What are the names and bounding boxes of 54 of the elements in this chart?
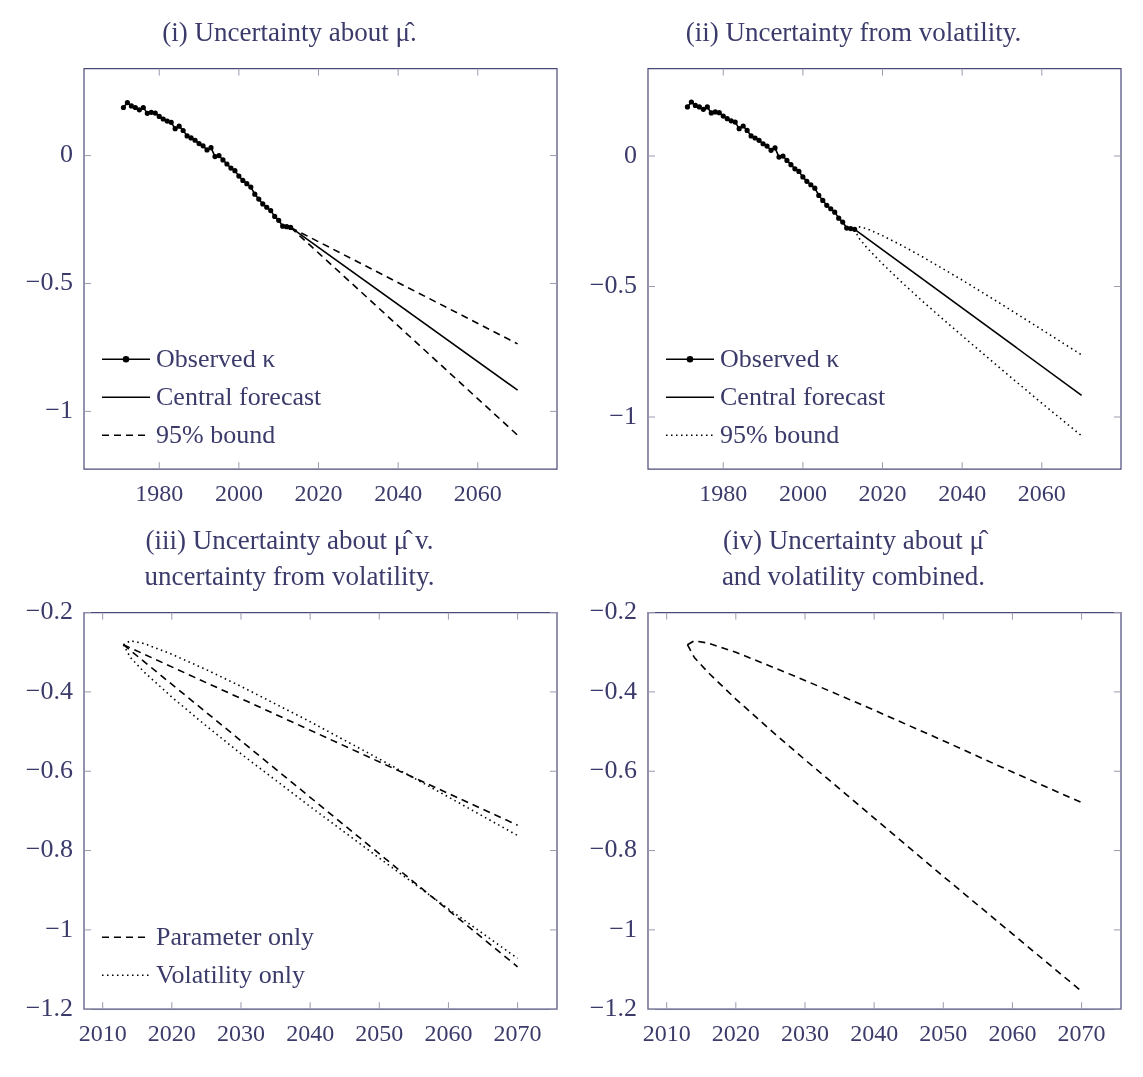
x-tick-label: 2040 xyxy=(850,1019,899,1046)
chart-title: (iv) Uncertainty about μ̂ and volatility combined. xyxy=(720,524,990,593)
x-tick-label: 2060 xyxy=(453,479,502,506)
legend-label: Observed κ xyxy=(156,344,276,374)
y-tick-label: −0.8 xyxy=(25,834,73,864)
y-tick-label: −1 xyxy=(609,400,637,430)
legend-label: Central forecast xyxy=(156,382,323,412)
x-tick-label: 2000 xyxy=(778,479,827,506)
x-tick-label: 2060 xyxy=(424,1019,473,1046)
legend-label: Parameter only xyxy=(156,922,315,952)
y-tick-label: 0 xyxy=(60,139,73,169)
y-tick-label: −0.6 xyxy=(589,755,637,785)
y-tick-label: −0.4 xyxy=(25,675,73,705)
y-tick-label: −0.2 xyxy=(589,596,637,626)
x-tick-label: 2010 xyxy=(78,1019,127,1046)
x-tick-label: 2060 xyxy=(1017,479,1066,506)
x-tick-label: 2050 xyxy=(355,1019,404,1046)
legend-label: Volatility only xyxy=(156,960,306,990)
x-tick-label: 1980 xyxy=(135,479,184,506)
x-tick-label: 2010 xyxy=(642,1019,691,1046)
y-tick-label: −1.2 xyxy=(25,993,73,1023)
chart-title: (i) Uncertainty about μ̂. xyxy=(162,16,417,49)
x-tick-label: 1980 xyxy=(699,479,748,506)
x-tick-label: 2030 xyxy=(780,1019,829,1046)
x-tick-label: 2020 xyxy=(147,1019,196,1046)
chart-title: (ii) Uncertainty from volatility. xyxy=(685,16,1022,49)
y-tick-label: −0.2 xyxy=(25,596,73,626)
x-tick-label: 2020 xyxy=(711,1019,760,1046)
legend-label: Observed κ xyxy=(720,344,840,374)
chart-title: (iii) Uncertainty about μ̂ v. uncertainty from volatility. xyxy=(143,524,436,593)
y-tick-label: −1 xyxy=(45,913,73,943)
x-tick-label: 2020 xyxy=(858,479,907,506)
y-tick-label: −0.5 xyxy=(25,267,73,297)
y-tick-label: −0.5 xyxy=(589,270,637,300)
x-tick-label: 2000 xyxy=(214,479,263,506)
x-tick-label: 2040 xyxy=(938,479,987,506)
x-tick-label: 2030 xyxy=(216,1019,265,1046)
legend-label: 95% bound xyxy=(156,420,276,450)
x-tick-label: 2050 xyxy=(919,1019,968,1046)
y-tick-label: −0.6 xyxy=(25,755,73,785)
y-tick-label: −1 xyxy=(45,395,73,425)
y-tick-label: −0.4 xyxy=(589,675,637,705)
y-tick-label: 0 xyxy=(624,139,637,169)
x-tick-label: 2070 xyxy=(1057,1019,1106,1046)
y-tick-label: −0.8 xyxy=(589,834,637,864)
y-tick-label: −1 xyxy=(609,913,637,943)
x-tick-label: 2070 xyxy=(493,1019,542,1046)
x-tick-label: 2040 xyxy=(286,1019,335,1046)
y-tick-label: −1.2 xyxy=(589,993,637,1023)
legend-label: 95% bound xyxy=(720,420,840,450)
legend-label: Central forecast xyxy=(720,382,887,412)
x-tick-label: 2020 xyxy=(294,479,343,506)
x-tick-label: 2040 xyxy=(374,479,423,506)
x-tick-label: 2060 xyxy=(988,1019,1037,1046)
